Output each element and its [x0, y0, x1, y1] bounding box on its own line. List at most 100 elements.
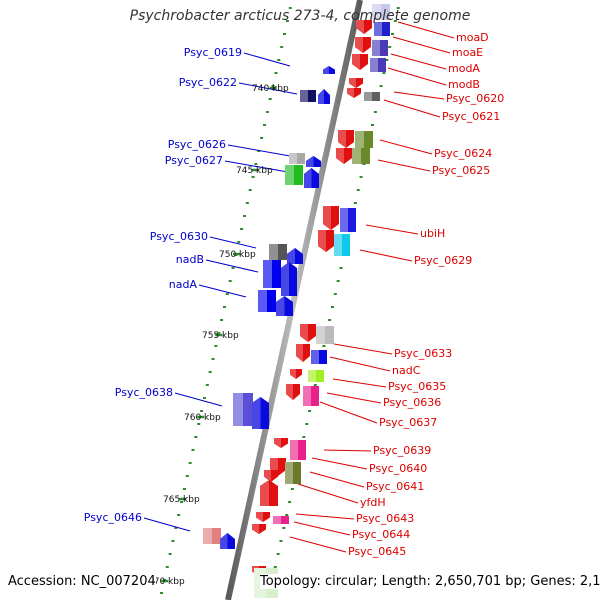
gene-0624b-dark: [364, 131, 373, 148]
gene-0635-box: [308, 370, 324, 382]
gene-label-psyc-0624[interactable]: Psyc_0624: [434, 147, 492, 160]
connector-right-14: [319, 401, 378, 424]
gene-0635: [290, 369, 302, 379]
gene-label-psyc-0627[interactable]: Psyc_0627: [165, 154, 223, 167]
gene-modb-light: [370, 58, 378, 72]
gene-0639-shade: [274, 438, 281, 448]
gene-label-nada[interactable]: nadA: [169, 278, 198, 291]
kbp-label-760: 760 kbp: [184, 413, 221, 423]
gene-label-psyc-0638[interactable]: Psyc_0638: [115, 386, 173, 399]
gene-0635-box-light: [308, 370, 316, 382]
gene-label-psyc-0640[interactable]: Psyc_0640: [369, 462, 427, 475]
gene-0635-box-dark: [316, 370, 324, 382]
connector-right-16: [311, 457, 368, 470]
gene-nada-arrow-shade: [276, 296, 285, 316]
gene-label-psyc-0626[interactable]: Psyc_0626: [168, 138, 226, 151]
gene-moda-dark: [380, 40, 388, 56]
connector-right-10: [333, 343, 393, 355]
connector-right-3: [387, 67, 447, 86]
gene-0633-box-light: [316, 326, 325, 344]
gene-label-psyc-0646[interactable]: Psyc_0646: [84, 511, 142, 524]
gene-0636-shade: [286, 384, 293, 400]
gene-label-psyc-0641[interactable]: Psyc_0641: [366, 480, 424, 493]
gene-label-psyc-0629[interactable]: Psyc_0629: [414, 254, 472, 267]
connector-right-9: [359, 249, 413, 262]
kbp-label-765: 765 kbp: [163, 495, 200, 505]
gene-0629: [318, 230, 334, 252]
gene-nadc-box-dark: [319, 350, 327, 364]
connector-left-7: [174, 392, 223, 407]
gene-0638-light: [233, 393, 243, 426]
gene-0636-box-dark: [311, 386, 319, 406]
gene-label-moae[interactable]: moaE: [452, 46, 483, 59]
gene-0635-shade: [290, 369, 296, 379]
kbp-label-750: 750 kbp: [219, 250, 256, 260]
gene-label-psyc-0644[interactable]: Psyc_0644: [352, 528, 410, 541]
gene-0619-shade: [323, 66, 329, 74]
gene-label-psyc-0620[interactable]: Psyc_0620: [446, 92, 504, 105]
gene-label-psyc-0621[interactable]: Psyc_0621: [442, 110, 500, 123]
gene-label-moad[interactable]: moaD: [456, 31, 489, 44]
gene-0633-box-dark: [325, 326, 334, 344]
gene-label-modb[interactable]: modB: [448, 78, 480, 91]
gene-0644: [252, 524, 266, 534]
gene-0633-box: [316, 326, 334, 344]
gene-0624b-light: [355, 131, 364, 148]
gene-features: [203, 4, 390, 598]
connector-left-3: [224, 160, 289, 173]
gene-moae-dark: [382, 22, 390, 36]
gene-label-psyc-0643[interactable]: Psyc_0643: [356, 512, 414, 525]
gene-label-psyc-0619[interactable]: Psyc_0619: [184, 46, 242, 59]
gene-label-psyc-0645[interactable]: Psyc_0645: [348, 545, 406, 558]
connector-right-17: [309, 471, 365, 488]
gene-label-nadc[interactable]: nadC: [392, 364, 421, 377]
gene-0624-shade: [338, 130, 346, 148]
gene-0630: [269, 244, 287, 260]
gene-0627: [285, 165, 303, 185]
gene-0625b-dark: [361, 148, 370, 164]
gene-label-psyc-0622[interactable]: Psyc_0622: [179, 76, 237, 89]
connector-right-11: [329, 356, 391, 372]
gene-label-nadb[interactable]: nadB: [176, 253, 204, 266]
gene-label-psyc-0636[interactable]: Psyc_0636: [383, 396, 441, 409]
gene-moae-light: [374, 22, 382, 36]
gene-0639-box-dark: [298, 440, 306, 460]
gene-label-psyc-0637[interactable]: Psyc_0637: [379, 416, 437, 429]
gene-label-psyc-0639[interactable]: Psyc_0639: [373, 444, 431, 457]
gene-0646: [203, 528, 221, 544]
gene-nada-light: [258, 290, 267, 312]
gene-ubih: [323, 206, 339, 230]
gene-0641: [264, 470, 278, 482]
gene-label-ubih[interactable]: ubiH: [420, 227, 445, 240]
gene-0643-box-dark: [281, 516, 289, 524]
accession-text: Accession: NC_007204: [8, 574, 156, 589]
gene-label-moda[interactable]: modA: [448, 62, 480, 75]
gene-label-psyc-0630[interactable]: Psyc_0630: [150, 230, 208, 243]
gene-0629-box-dark: [342, 234, 350, 256]
connector-left-6: [198, 284, 247, 298]
gene-modb-dark: [378, 58, 386, 72]
gene-nada: [258, 290, 276, 312]
gene-yfdh: [260, 480, 278, 506]
connector-right-13: [326, 392, 382, 404]
gene-top-a-light: [372, 4, 381, 20]
connector-left-5: [205, 259, 259, 273]
gene-moda-light: [372, 40, 380, 56]
gene-0639-box: [290, 440, 306, 460]
gene-label-yfdh[interactable]: yfdH: [360, 496, 386, 509]
gene-0629-box: [334, 234, 350, 256]
connector-right-19: [295, 513, 355, 520]
gene-moda-arrow: [352, 54, 368, 70]
gene-label-psyc-0633[interactable]: Psyc_0633: [394, 347, 452, 360]
connector-right-6: [379, 139, 433, 155]
gene-0621-shade: [347, 88, 354, 98]
connector-right-15: [323, 449, 372, 452]
gene-label-psyc-0625[interactable]: Psyc_0625: [432, 164, 490, 177]
connector-left-1: [238, 82, 298, 95]
gene-0626: [289, 153, 305, 164]
gene-ubih-box: [340, 208, 356, 232]
gene-label-psyc-0635[interactable]: Psyc_0635: [388, 380, 446, 393]
gene-0638b-shade: [252, 397, 261, 429]
connector-right-18: [297, 483, 359, 504]
gene-0622-light: [300, 90, 308, 102]
